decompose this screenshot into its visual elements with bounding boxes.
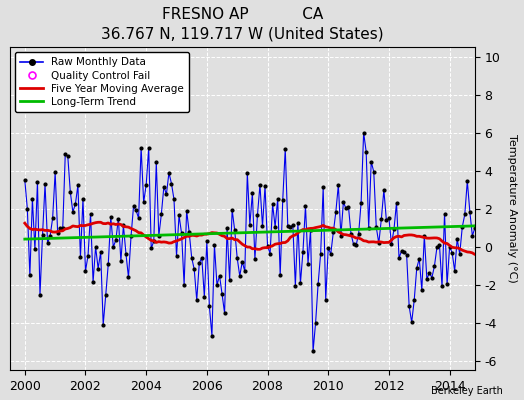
Title: FRESNO AP           CA
36.767 N, 119.717 W (United States): FRESNO AP CA 36.767 N, 119.717 W (United… <box>101 7 384 42</box>
Text: Berkeley Earth: Berkeley Earth <box>431 386 503 396</box>
Legend: Raw Monthly Data, Quality Control Fail, Five Year Moving Average, Long-Term Tren: Raw Monthly Data, Quality Control Fail, … <box>15 52 189 112</box>
Y-axis label: Temperature Anomaly (°C): Temperature Anomaly (°C) <box>507 134 517 283</box>
